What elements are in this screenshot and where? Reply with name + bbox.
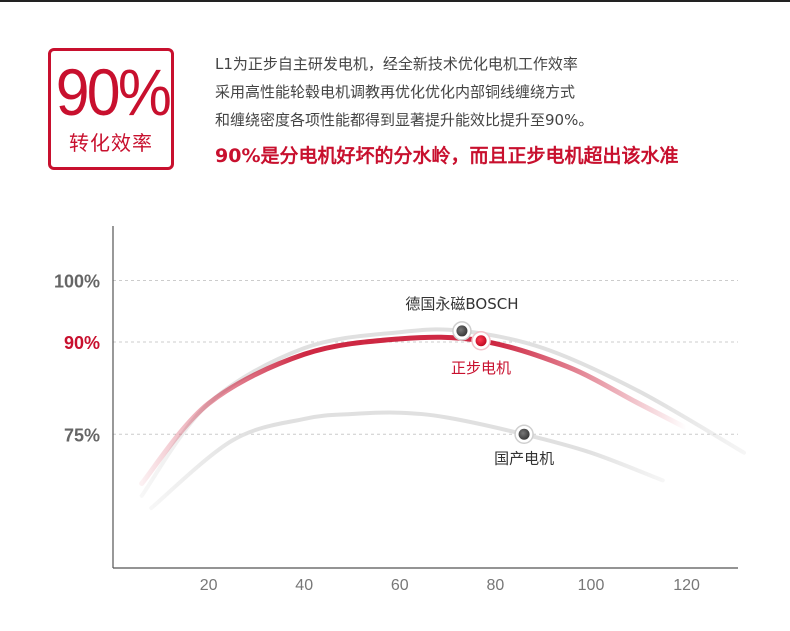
marker-bosch <box>456 325 468 337</box>
badge-caption: 转化效率 <box>69 131 153 155</box>
badge-value: 90% <box>55 55 172 129</box>
description-highlight: 90%是分电机好坏的分水岭，而且正步电机超出该水准 <box>215 145 679 167</box>
description: L1为正步自主研发电机，经全新技术优化电机工作效率 采用高性能轮毂电机调教再优化… <box>215 50 775 170</box>
series-line-domestic <box>149 410 665 511</box>
series-label-zhengbu: 正步电机 <box>451 359 511 377</box>
description-line-3: 和缠绕密度各项性能都得到显著提升能效比提升至90%。 <box>215 111 594 129</box>
x-tick-label: 40 <box>295 577 313 594</box>
series-label-domestic: 国产电机 <box>494 449 554 467</box>
y-tick-label: 100% <box>54 272 100 292</box>
x-tick-label: 100 <box>578 577 605 594</box>
description-line-2: 采用高性能轮毂电机调教再优化优化内部铜线缠绕方式 <box>215 83 576 101</box>
x-tick-label: 120 <box>673 577 700 594</box>
y-tick-label: 90% <box>64 333 100 353</box>
efficiency-chart: 100% 90% 75% 20 40 60 80 100 120 德国永磁BOSCH 正步电机国产电… <box>54 226 746 594</box>
x-tick-label: 60 <box>391 577 409 594</box>
marker-domestic <box>518 428 530 440</box>
y-tick-label: 75% <box>64 425 100 445</box>
description-line-1: L1为正步自主研发电机，经全新技术优化电机工作效率 <box>215 55 578 73</box>
x-tick-label: 20 <box>200 577 218 594</box>
x-tick-label: 80 <box>487 577 505 594</box>
series-line-zhengbu <box>139 334 690 486</box>
series-label-bosch: 德国永磁BOSCH <box>405 295 518 313</box>
marker-zhengbu <box>475 335 487 347</box>
top-rule <box>0 0 790 2</box>
efficiency-badge: 90% 转化效率 <box>48 48 174 170</box>
